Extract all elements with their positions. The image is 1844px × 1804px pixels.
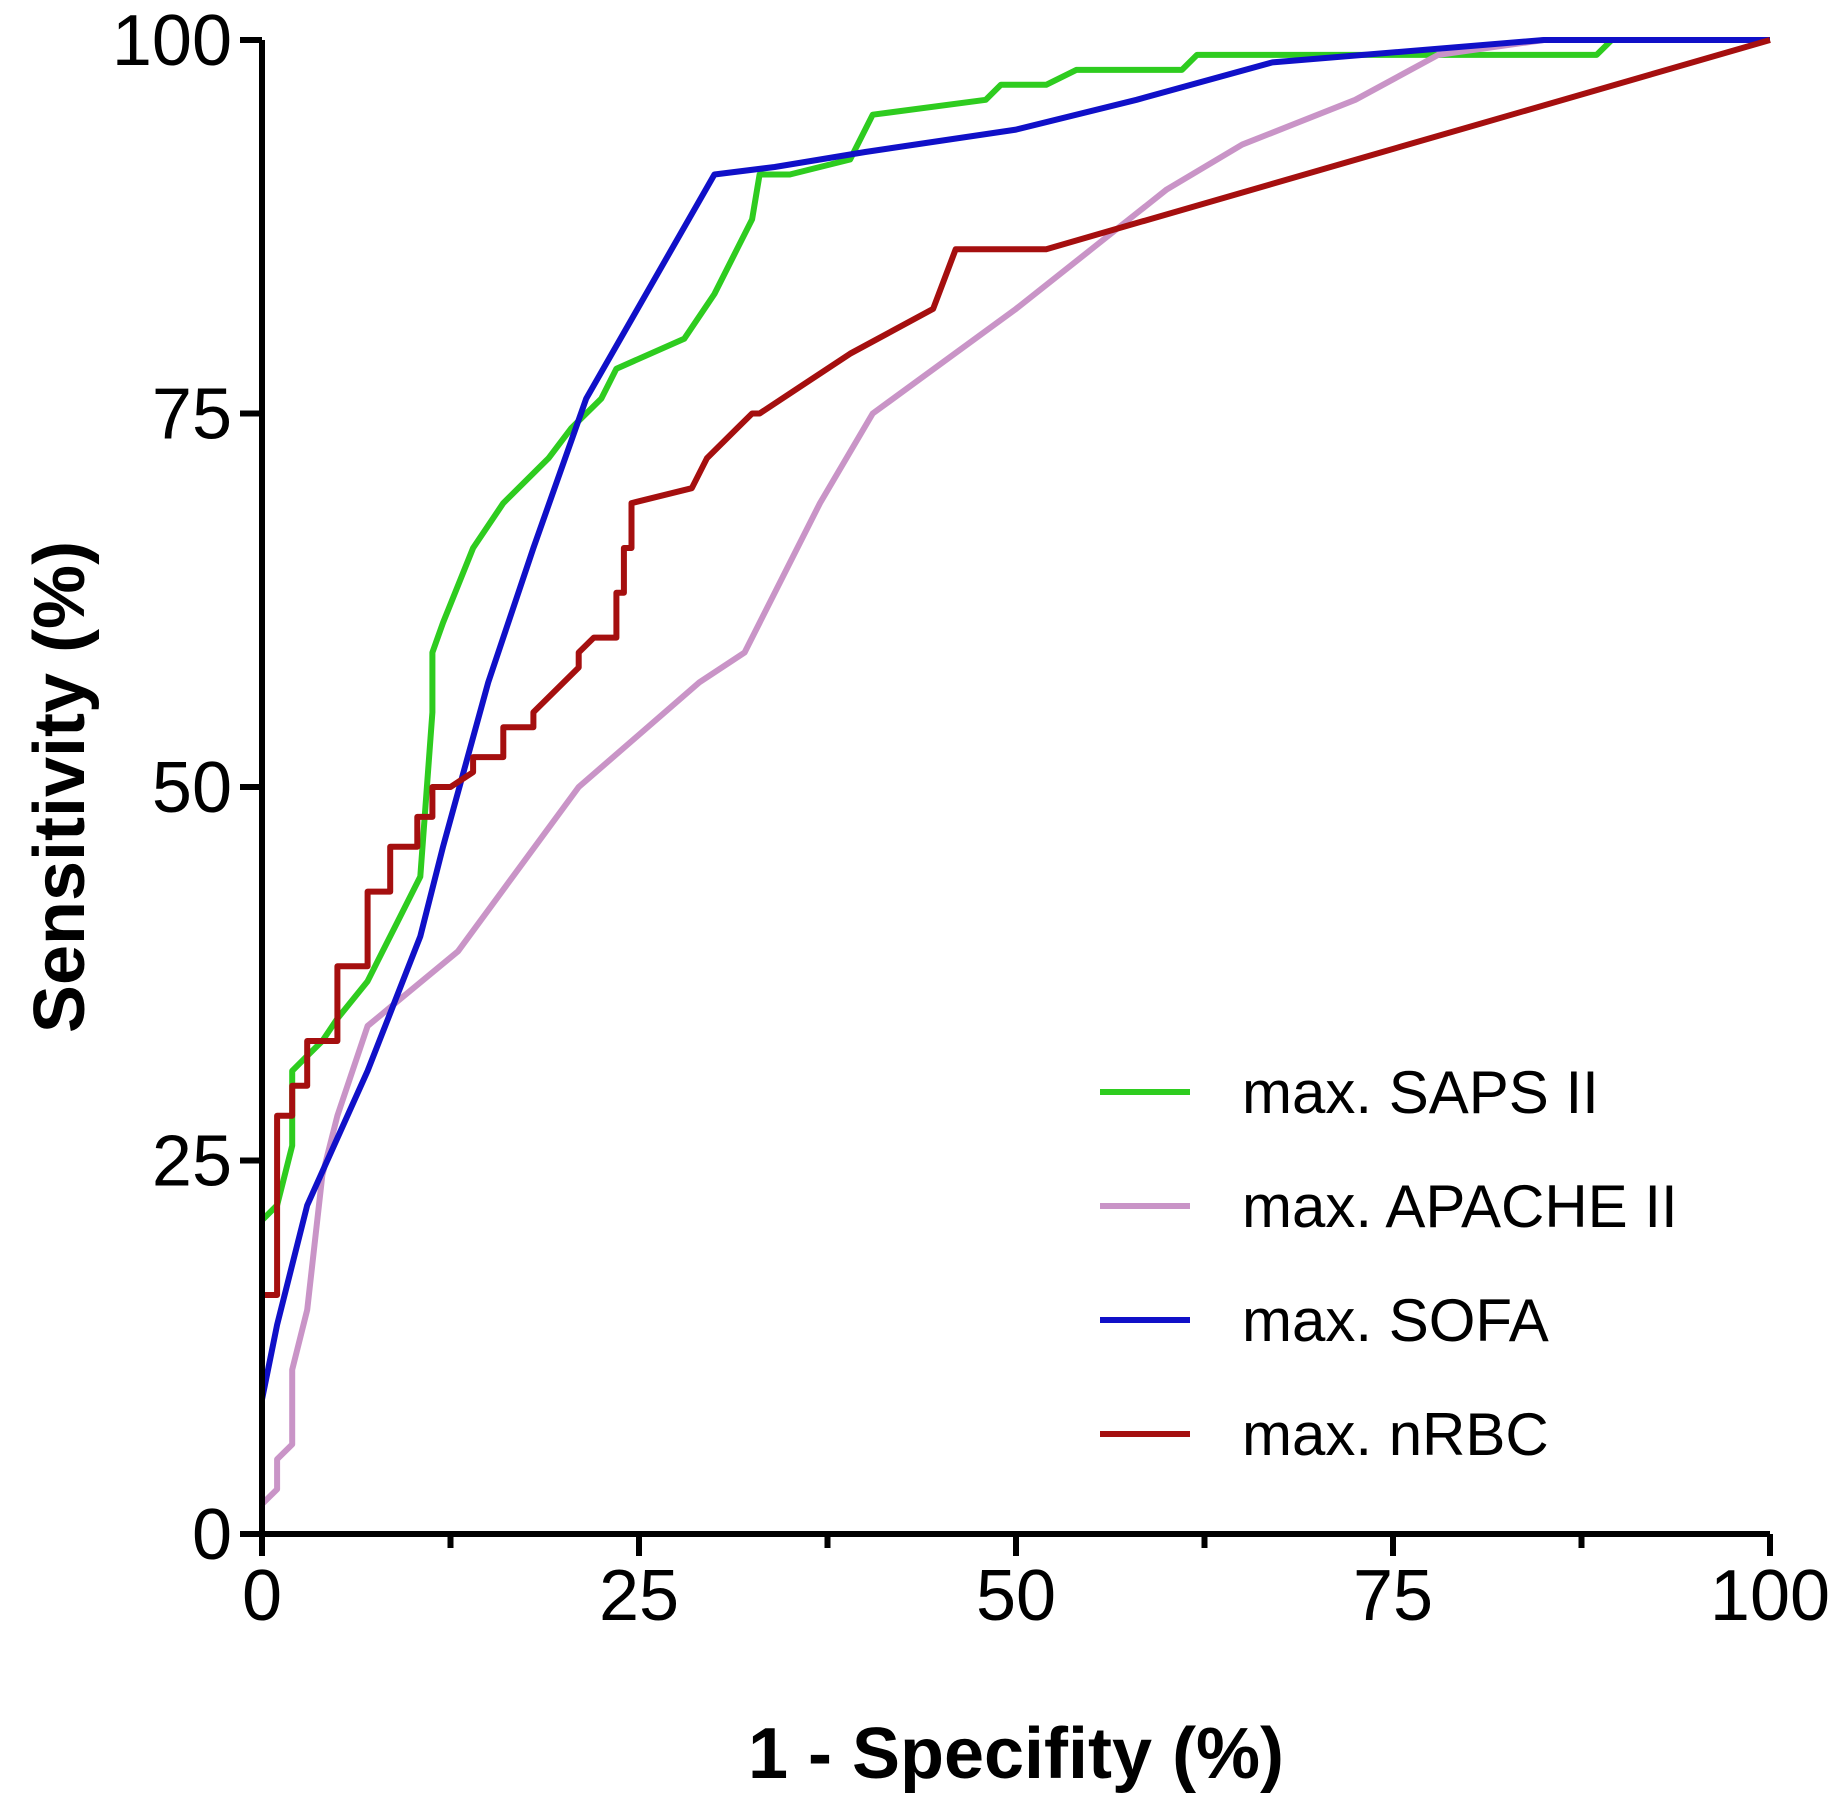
x-tick-label: 0	[242, 1556, 282, 1636]
y-tick-label: 25	[152, 1122, 232, 1202]
x-tick-label: 100	[1710, 1556, 1830, 1636]
x-tick-label: 75	[1353, 1556, 1433, 1636]
y-axis-title: Sensitivity (%)	[20, 541, 100, 1033]
y-tick-label: 0	[192, 1495, 232, 1575]
legend-label-3: max. SOFA	[1242, 1287, 1549, 1354]
legend: max. SAPS II max. APACHE II max. SOFA max. …	[1100, 1059, 1678, 1468]
series-line-1	[259, 37, 1770, 1534]
legend-label-4: max. nRBC	[1242, 1401, 1549, 1468]
ticks: 0 25 50 75 100 0 25 50 75 100	[112, 1, 1830, 1636]
legend-label-2: max. APACHE II	[1242, 1173, 1678, 1240]
y-tick-label: 100	[112, 1, 232, 81]
series-line-3	[259, 37, 1770, 1534]
x-tick-label: 25	[599, 1556, 679, 1636]
series-line-2	[259, 37, 1770, 1534]
legend-label-1: max. SAPS II	[1242, 1059, 1599, 1126]
y-tick-label: 75	[152, 375, 232, 455]
series-layer	[259, 37, 1771, 1534]
series-line-4	[259, 37, 1771, 1534]
y-tick-label: 50	[152, 748, 232, 828]
x-axis-title: 1 - Specifity (%)	[748, 1714, 1284, 1794]
x-tick-label: 50	[976, 1556, 1056, 1636]
